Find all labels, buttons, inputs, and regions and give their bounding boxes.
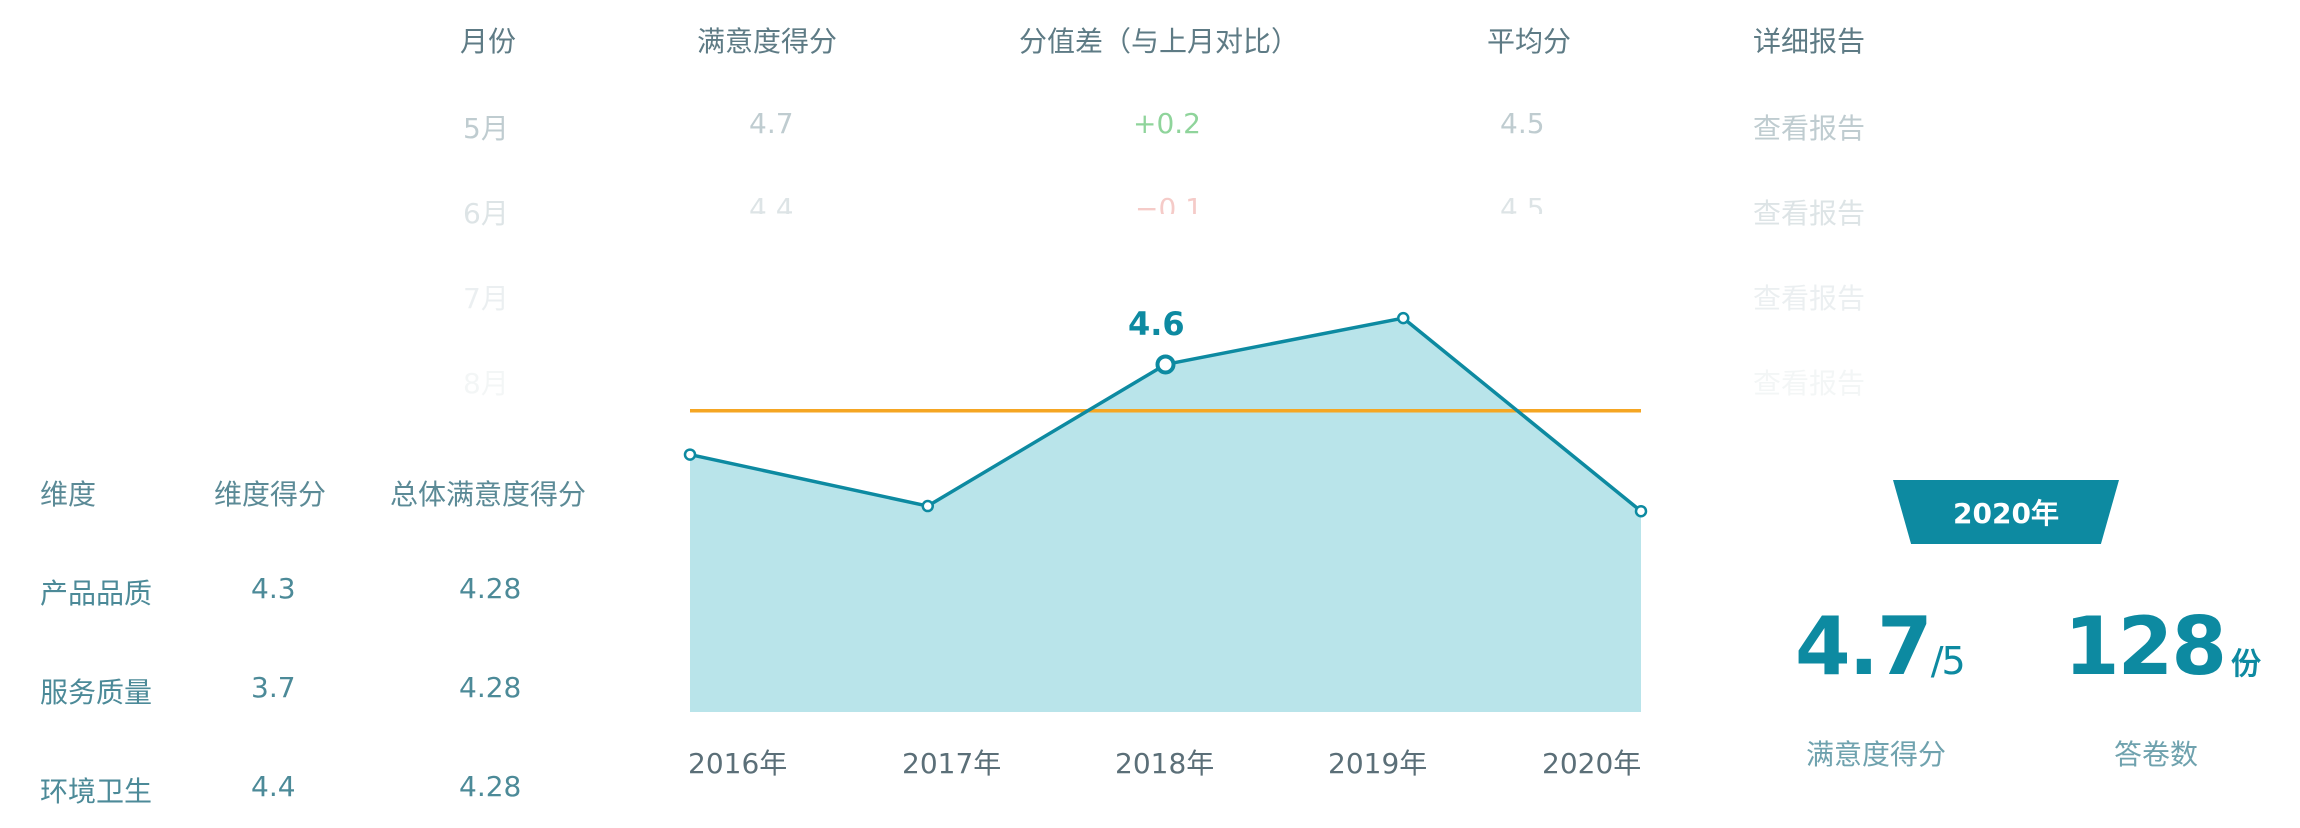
highlight-value-label: 4.6 [1128, 305, 1185, 343]
score-number: 4.7 [1795, 600, 1933, 693]
x-tick-label: 2018年 [1115, 747, 1215, 780]
overall-score: 4.28 [459, 671, 522, 704]
response-count-value: 128 份 [2064, 600, 2261, 693]
dimension-name: 产品品质 [40, 577, 153, 610]
dimension-score: 4.3 [251, 572, 296, 605]
data-point [1634, 504, 1648, 518]
row-diff: +0.2 [1133, 107, 1201, 140]
row-month: 6月 [463, 197, 509, 230]
header-overall-score: 总体满意度得分 [390, 478, 587, 511]
view-report-link[interactable]: 查看报告 [1753, 282, 1866, 315]
area-fill [690, 318, 1641, 712]
view-report-link[interactable]: 查看报告 [1753, 367, 1866, 400]
highlight-point [1155, 354, 1176, 375]
data-point [921, 499, 934, 513]
header-dimension-score: 维度得分 [214, 478, 327, 511]
header-diff: 分值差（与上月对比） [1019, 25, 1300, 58]
row-month: 7月 [463, 282, 509, 315]
row-month: 8月 [463, 367, 509, 400]
row-score: 4.4 [749, 192, 794, 214]
dimension-score: 3.7 [251, 671, 296, 704]
row-diff: −0.1 [1135, 192, 1203, 214]
data-point [1397, 311, 1410, 325]
response-unit: 份 [2231, 647, 2261, 682]
satisfaction-score-caption: 满意度得分 [1806, 738, 1947, 771]
header-dimension: 维度 [40, 478, 97, 511]
data-point [683, 448, 697, 461]
overall-score: 4.28 [459, 770, 522, 803]
overall-score: 4.28 [459, 572, 522, 605]
header-score: 满意度得分 [697, 25, 838, 58]
view-report-link[interactable]: 查看报告 [1753, 197, 1866, 230]
row-avg: 4.5 [1500, 107, 1545, 140]
satisfaction-score-value: 4.7/5 [1795, 600, 1966, 693]
response-number: 128 [2064, 600, 2227, 693]
dimension-name: 服务质量 [40, 676, 153, 709]
header-avg: 平均分 [1487, 25, 1572, 58]
row-month: 5月 [463, 112, 509, 145]
x-tick-label: 2020年 [1542, 747, 1642, 780]
view-report-link[interactable]: 查看报告 [1753, 112, 1866, 145]
header-month: 月份 [460, 25, 517, 58]
x-tick-label: 2017年 [902, 747, 1002, 780]
x-tick-label: 2019年 [1328, 747, 1428, 780]
year-badge: 2020年 [1893, 480, 2119, 544]
score-suffix: /5 [1930, 639, 1966, 683]
row-avg: 4.5 [1500, 192, 1545, 214]
row-score: 4.7 [749, 107, 794, 140]
dimension-name: 环境卫生 [40, 775, 153, 808]
x-tick-label: 2016年 [688, 747, 788, 780]
response-count-caption: 答卷数 [2114, 738, 2199, 771]
dimension-score: 4.4 [251, 770, 296, 803]
header-report: 详细报告 [1753, 25, 1866, 58]
